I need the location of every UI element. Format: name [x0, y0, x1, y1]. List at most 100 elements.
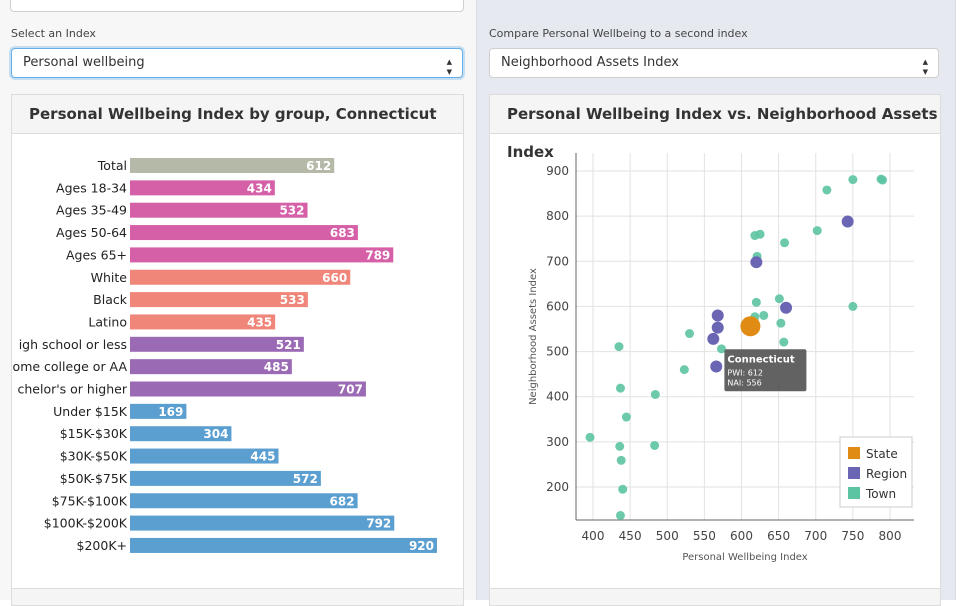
- town-point: [878, 175, 888, 185]
- bar-chart-panel: Personal Wellbeing Index by group, Conne…: [11, 94, 464, 602]
- category-label: $50K-$75K: [60, 471, 128, 486]
- town-point: [650, 389, 660, 399]
- y-tick-label: 400: [546, 390, 569, 404]
- x-tick-label: 500: [656, 529, 679, 543]
- legend-swatch: [848, 487, 860, 499]
- x-axis-label: Personal Wellbeing Index: [682, 552, 807, 563]
- bar-value-label: 485: [264, 360, 289, 374]
- legend-label: Region: [866, 467, 907, 481]
- bar: [130, 180, 275, 196]
- legend-label: Town: [865, 487, 896, 501]
- category-label: $15K-$30K: [60, 426, 128, 441]
- index-select-value: Personal wellbeing: [23, 55, 145, 70]
- right-column: Compare Personal Wellbeing to a second i…: [476, 0, 956, 606]
- index-select[interactable]: Personal wellbeing ▲ ▼: [11, 48, 463, 78]
- region-point: [841, 215, 854, 228]
- bar-value-label: 435: [247, 315, 272, 329]
- category-label: ome college or AA: [13, 359, 128, 374]
- bar: [130, 269, 351, 285]
- town-point: [615, 383, 625, 393]
- y-tick-label: 700: [546, 254, 569, 268]
- y-tick-label: 500: [546, 345, 569, 359]
- bar: [130, 292, 308, 308]
- x-tick-label: 400: [582, 529, 605, 543]
- bar: [130, 426, 232, 442]
- compare-select[interactable]: Neighborhood Assets Index ▲ ▼: [489, 48, 939, 78]
- tooltip-title: Connecticut: [727, 354, 794, 365]
- region-point: [750, 256, 763, 269]
- town-point: [751, 297, 761, 307]
- x-tick-label: 450: [619, 529, 642, 543]
- bar-value-label: 660: [322, 271, 347, 285]
- region-point: [710, 360, 723, 373]
- bar-value-label: 304: [203, 427, 228, 441]
- bar-chart: 612 Total 434 Ages 18-34 532 Ages 35-49 683 Age…: [13, 158, 437, 553]
- y-tick-label: 200: [546, 480, 569, 494]
- town-point: [614, 342, 624, 352]
- category-label: Ages 35-49: [56, 203, 127, 218]
- y-tick-label: 800: [546, 209, 569, 223]
- bar: [130, 336, 304, 352]
- town-point: [679, 365, 689, 375]
- bar-value-label: 533: [280, 293, 305, 307]
- bar-value-label: 920: [409, 539, 434, 553]
- region-point: [707, 332, 720, 345]
- bar: [130, 403, 187, 419]
- select-caret-icon: ▲ ▼: [922, 58, 928, 76]
- category-label: igh school or less: [19, 337, 127, 352]
- scatter-chart: 400 450 500 550 600 650 700 750 800 200 300 400 500 6…: [528, 153, 914, 563]
- bar: [130, 359, 292, 375]
- town-point: [848, 175, 858, 185]
- x-tick-label: 800: [879, 529, 902, 543]
- bottom-panel-edge: [489, 588, 941, 606]
- bar-value-label: 792: [366, 517, 391, 531]
- compare-select-value: Neighborhood Assets Index: [501, 55, 679, 70]
- bar-value-label: 612: [306, 159, 331, 173]
- legend-swatch: [848, 447, 860, 459]
- index-select-label: Select an Index: [11, 27, 96, 40]
- bar-value-label: 521: [276, 338, 301, 352]
- bar-value-label: 683: [330, 226, 355, 240]
- scatter-chart-title: Personal Wellbeing Index vs. Neighborhoo…: [490, 95, 940, 161]
- bar: [130, 247, 394, 263]
- bar-chart-title: Personal Wellbeing Index by group, Conne…: [12, 95, 463, 134]
- bar-value-label: 682: [330, 494, 355, 508]
- town-point: [585, 432, 595, 442]
- bar-value-label: 789: [365, 248, 390, 262]
- bar: [130, 448, 279, 464]
- bar-value-label: 532: [279, 204, 304, 218]
- location-field[interactable]: [10, 0, 464, 12]
- town-point: [812, 226, 822, 236]
- y-axis-label: Neighborhood Assets Index: [528, 268, 539, 405]
- tooltip: [724, 349, 807, 392]
- x-tick-label: 700: [804, 529, 827, 543]
- region-point: [711, 309, 724, 322]
- category-label: Ages 65+: [66, 247, 127, 262]
- bar-value-label: 434: [247, 181, 272, 195]
- category-label: Under $15K: [53, 404, 128, 419]
- left-column: Select an Index Personal wellbeing ▲ ▼ Pe…: [0, 0, 476, 606]
- region-point: [711, 321, 724, 334]
- select-caret-icon: ▲ ▼: [446, 58, 452, 76]
- bar-value-label: 707: [338, 383, 363, 397]
- town-point: [618, 484, 628, 494]
- tooltip-nai: NAI: 556: [727, 378, 761, 387]
- town-point: [615, 441, 625, 451]
- x-tick-label: 650: [767, 529, 790, 543]
- town-point: [759, 310, 769, 320]
- category-label: chelor's or higher: [17, 382, 127, 397]
- category-label: $75K-$100K: [52, 493, 128, 508]
- town-point: [776, 318, 786, 328]
- town-point: [848, 301, 858, 311]
- bar: [130, 158, 335, 173]
- x-tick-label: 600: [730, 529, 753, 543]
- bar: [130, 202, 308, 218]
- x-tick-label: 550: [693, 529, 716, 543]
- bar-value-label: 445: [250, 450, 275, 464]
- category-label: Ages 18-34: [56, 180, 127, 195]
- y-tick-label: 900: [546, 164, 569, 178]
- bar: [130, 515, 395, 531]
- category-label: $100K-$200K: [44, 516, 128, 531]
- town-point: [716, 344, 726, 354]
- bar: [130, 470, 321, 486]
